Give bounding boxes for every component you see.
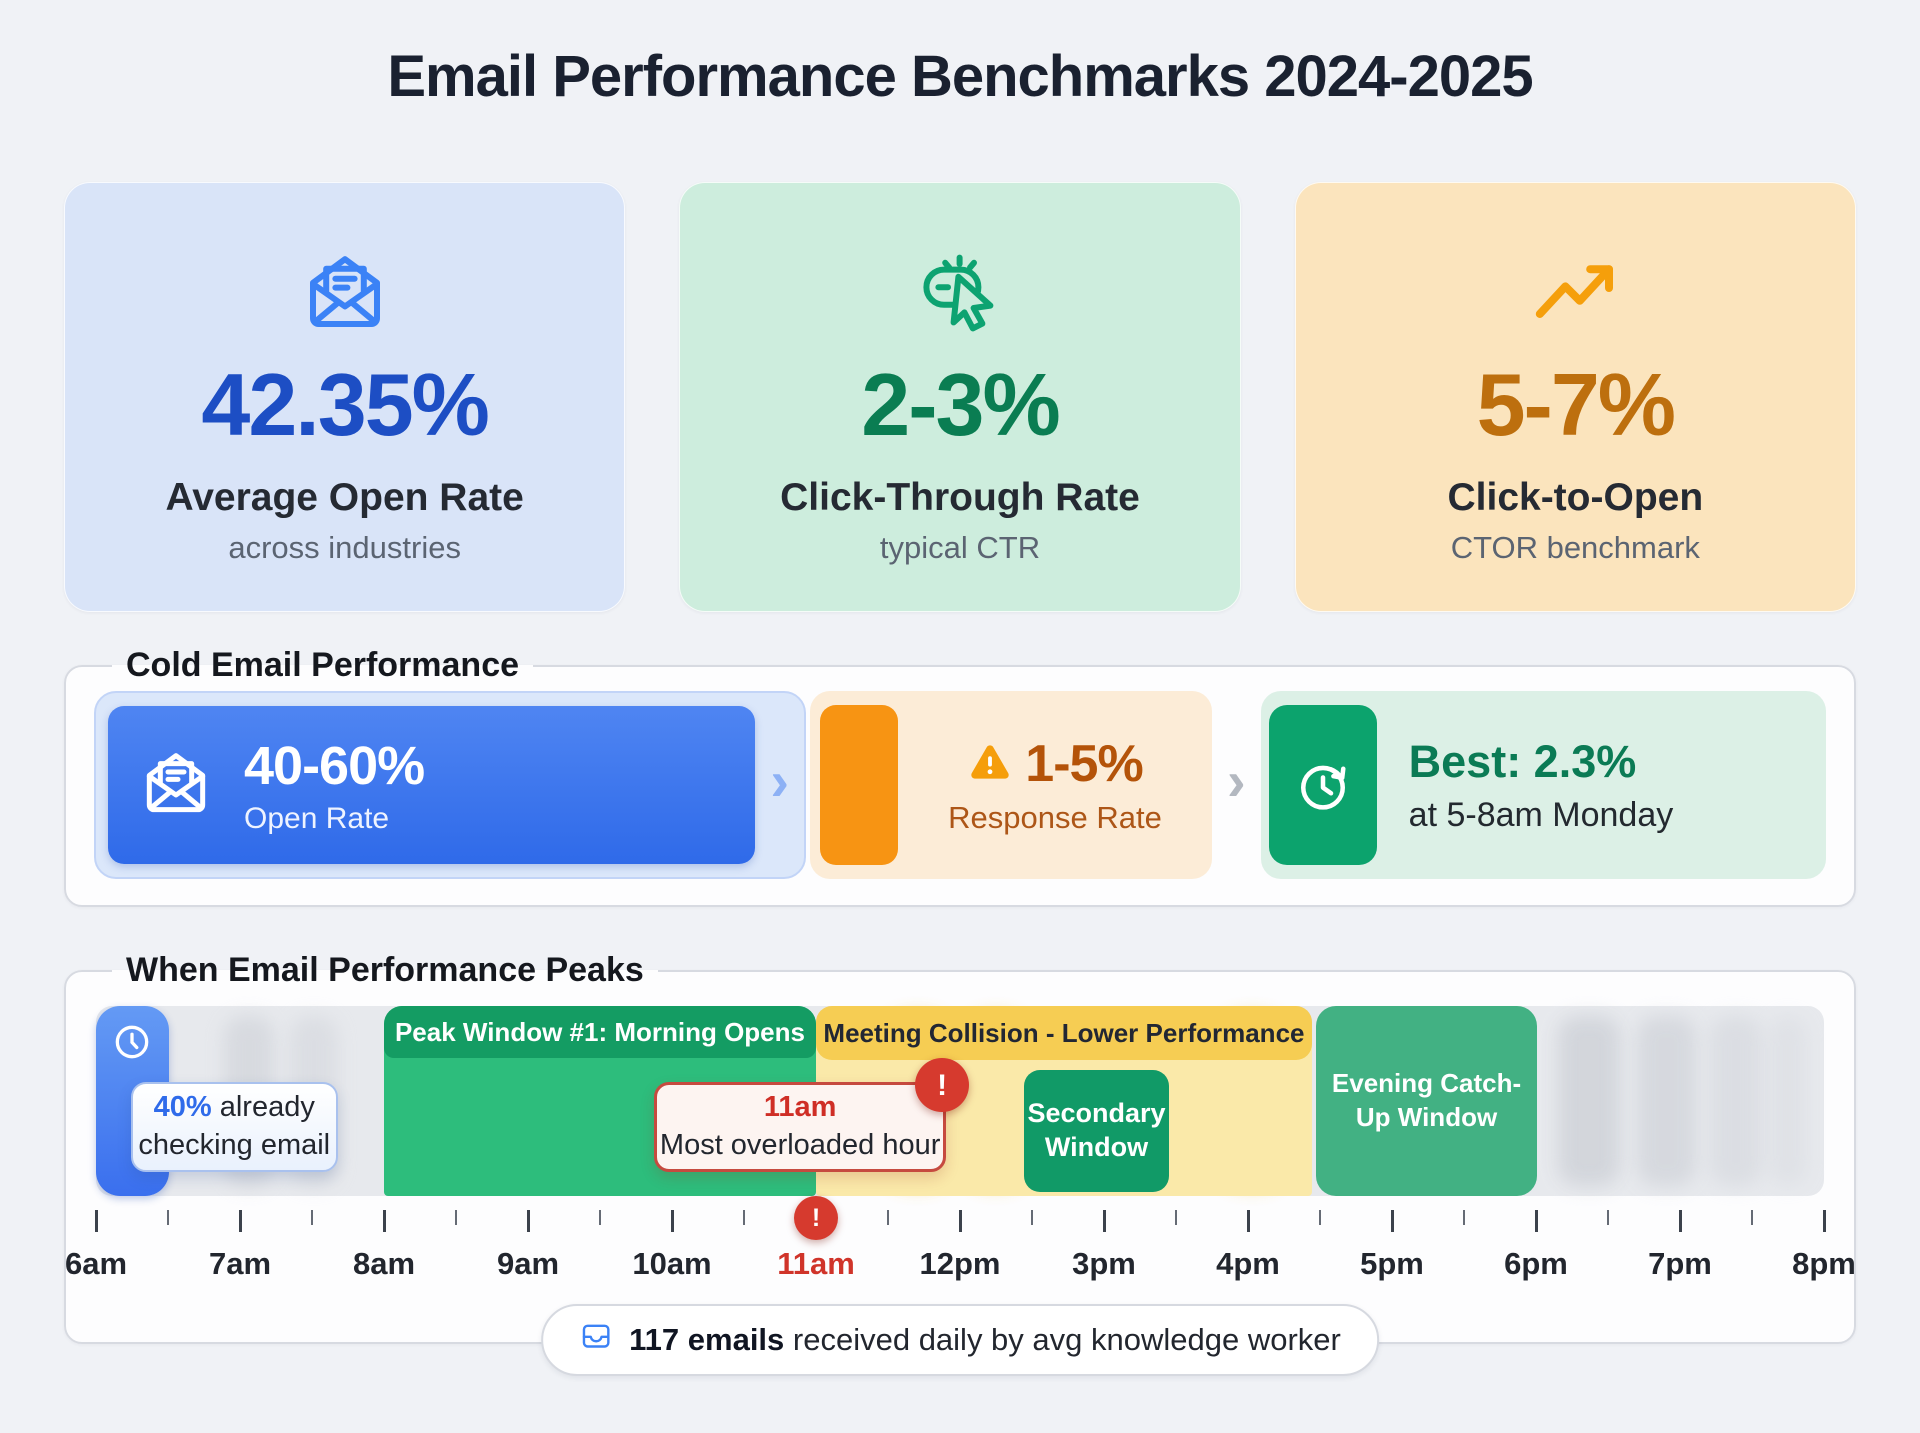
stat-label: Average Open Rate [165, 476, 524, 519]
stat-sublabel: CTOR benchmark [1450, 530, 1700, 565]
alert-icon: ! [915, 1058, 970, 1112]
activity-blur-bar [1637, 1016, 1697, 1186]
open-rate-pill: 40-60% Open Rate [108, 706, 756, 864]
axis-label: 6pm [1504, 1246, 1568, 1281]
overload-time: 11am [763, 1091, 837, 1124]
activity-blur-bar [1557, 1016, 1621, 1186]
stat-sublabel: typical CTR [879, 530, 1041, 565]
cold-email-flow: 40-60% Open Rate › 1-5% [94, 691, 1826, 879]
morning-rest: already [211, 1091, 315, 1124]
axis-major-tick [1535, 1210, 1538, 1232]
axis-label: 10am [632, 1246, 712, 1281]
overload-callout: 11am Most overloaded hour ! [654, 1058, 970, 1172]
secondary-window-block: Secondary Window [1023, 1070, 1170, 1192]
clock-history-icon [1268, 705, 1377, 865]
stat-label: Click-to-Open [1447, 476, 1704, 519]
cursor-click-icon [912, 228, 1008, 340]
stat-card-open-rate: 42.35% Average Open Rate across industri… [64, 182, 626, 612]
activity-blur-bar [1768, 1016, 1807, 1186]
axis-major-tick [95, 1210, 98, 1232]
axis-label: 7am [208, 1246, 272, 1281]
daily-email-count: 117 emails [629, 1322, 785, 1357]
axis-label: 6am [64, 1246, 128, 1281]
axis-label: 3pm [1072, 1246, 1136, 1281]
axis-major-tick [1246, 1210, 1250, 1232]
stat-value: 5-7% [1476, 355, 1676, 454]
warning-icon [967, 739, 1013, 790]
response-rate-label: Response Rate [948, 800, 1162, 835]
timeline-strip: Peak Window #1: Morning Opens Meeting Co… [96, 1006, 1824, 1196]
stat-sublabel: across industries [228, 530, 461, 565]
axis-major-tick [1823, 1210, 1826, 1232]
timeline-panel: When Email Performance Peaks Peak Window… [64, 951, 1856, 1376]
axis-major-tick [1102, 1210, 1106, 1232]
axis-minor-tick [598, 1210, 601, 1225]
daily-email-stat-pill: 117 emails received daily by avg knowled… [541, 1304, 1379, 1376]
axis-minor-tick [1031, 1210, 1033, 1225]
mail-open-icon [297, 228, 393, 340]
stat-cards-row: 42.35% Average Open Rate across industri… [64, 182, 1856, 612]
evening-window-block: Evening Catch-Up Window [1315, 1006, 1538, 1196]
axis-major-tick [527, 1210, 530, 1232]
axis-label: 7pm [1648, 1246, 1712, 1281]
stat-label: Click-Through Rate [780, 476, 1140, 519]
axis-label: 8pm [1792, 1246, 1856, 1281]
axis-major-tick [382, 1210, 386, 1232]
trend-up-icon [1527, 228, 1623, 340]
stat-value: 42.35% [201, 355, 489, 454]
axis-label: 9am [496, 1246, 560, 1281]
axis-minor-tick [455, 1210, 457, 1225]
axis-major-tick [670, 1210, 674, 1232]
activity-blur-bar [1709, 1016, 1762, 1186]
stat-card-ctor: 5-7% Click-to-Open CTOR benchmark [1294, 182, 1856, 612]
axis-minor-tick [1462, 1210, 1465, 1225]
timeline-section-title: When Email Performance Peaks [126, 951, 644, 989]
meeting-collision-label: Meeting Collision - Lower Performance [815, 1006, 1312, 1060]
open-rate-label: Open Rate [244, 801, 390, 835]
stat-card-ctr: 2-3% Click-Through Rate typical CTR [679, 182, 1241, 612]
peak-window-label: Peak Window #1: Morning Opens [383, 1006, 816, 1058]
alert-icon: ! [793, 1196, 838, 1240]
response-rate-step: 1-5% Response Rate [810, 691, 1212, 879]
axis-minor-tick [1175, 1210, 1177, 1225]
axis-minor-tick [743, 1210, 745, 1225]
chevron-right-icon: › [1227, 749, 1246, 812]
overload-text: Most overloaded hour [659, 1129, 941, 1161]
axis-minor-tick [166, 1210, 169, 1225]
chevron-right-icon: › [770, 749, 789, 812]
response-rate-bar [820, 705, 898, 865]
axis-minor-tick [1751, 1210, 1753, 1225]
open-rate-value: 40-60% [244, 735, 425, 796]
mail-open-white-icon [136, 743, 216, 828]
axis-label: 5pm [1360, 1246, 1424, 1281]
morning-checkers-callout: 40% already checking email [130, 1082, 338, 1172]
axis-major-tick [959, 1210, 962, 1232]
inbox-icon [579, 1319, 613, 1361]
daily-email-text: received daily by avg knowledge worker [784, 1322, 1341, 1357]
axis-major-tick [238, 1210, 242, 1232]
best-time-step: Best: 2.3% at 5-8am Monday [1260, 691, 1826, 879]
axis-major-tick [1678, 1210, 1682, 1232]
stat-value: 2-3% [861, 355, 1060, 454]
clock-icon [110, 1020, 154, 1196]
page-title: Email Performance Benchmarks 2024-2025 [387, 44, 1533, 109]
best-time-label: at 5-8am Monday [1408, 795, 1674, 834]
best-time-value: Best: 2.3% [1408, 735, 1637, 787]
timeline-axis: ! 6am 7am 8am 9am 10am 11am 12pm 3pm 4pm… [65, 1196, 1856, 1306]
axis-label: 12pm [919, 1246, 1001, 1281]
axis-label-alert: 11am [777, 1246, 855, 1281]
axis-label: 4pm [1216, 1246, 1280, 1281]
cold-email-panel: Cold Email Performance 40-60% Open Ra [64, 646, 1856, 907]
axis-minor-tick [311, 1210, 313, 1225]
axis-minor-tick [1607, 1210, 1609, 1225]
axis-minor-tick [1319, 1210, 1321, 1225]
morning-pct: 40% [153, 1091, 212, 1124]
open-rate-step: 40-60% Open Rate › [94, 691, 806, 879]
morning-line2: checking email [138, 1129, 331, 1161]
axis-label: 8am [352, 1246, 416, 1281]
response-rate-value: 1-5% [1025, 735, 1143, 793]
axis-minor-tick [886, 1210, 889, 1225]
cold-email-section-title: Cold Email Performance [126, 646, 520, 684]
axis-major-tick [1391, 1210, 1394, 1232]
